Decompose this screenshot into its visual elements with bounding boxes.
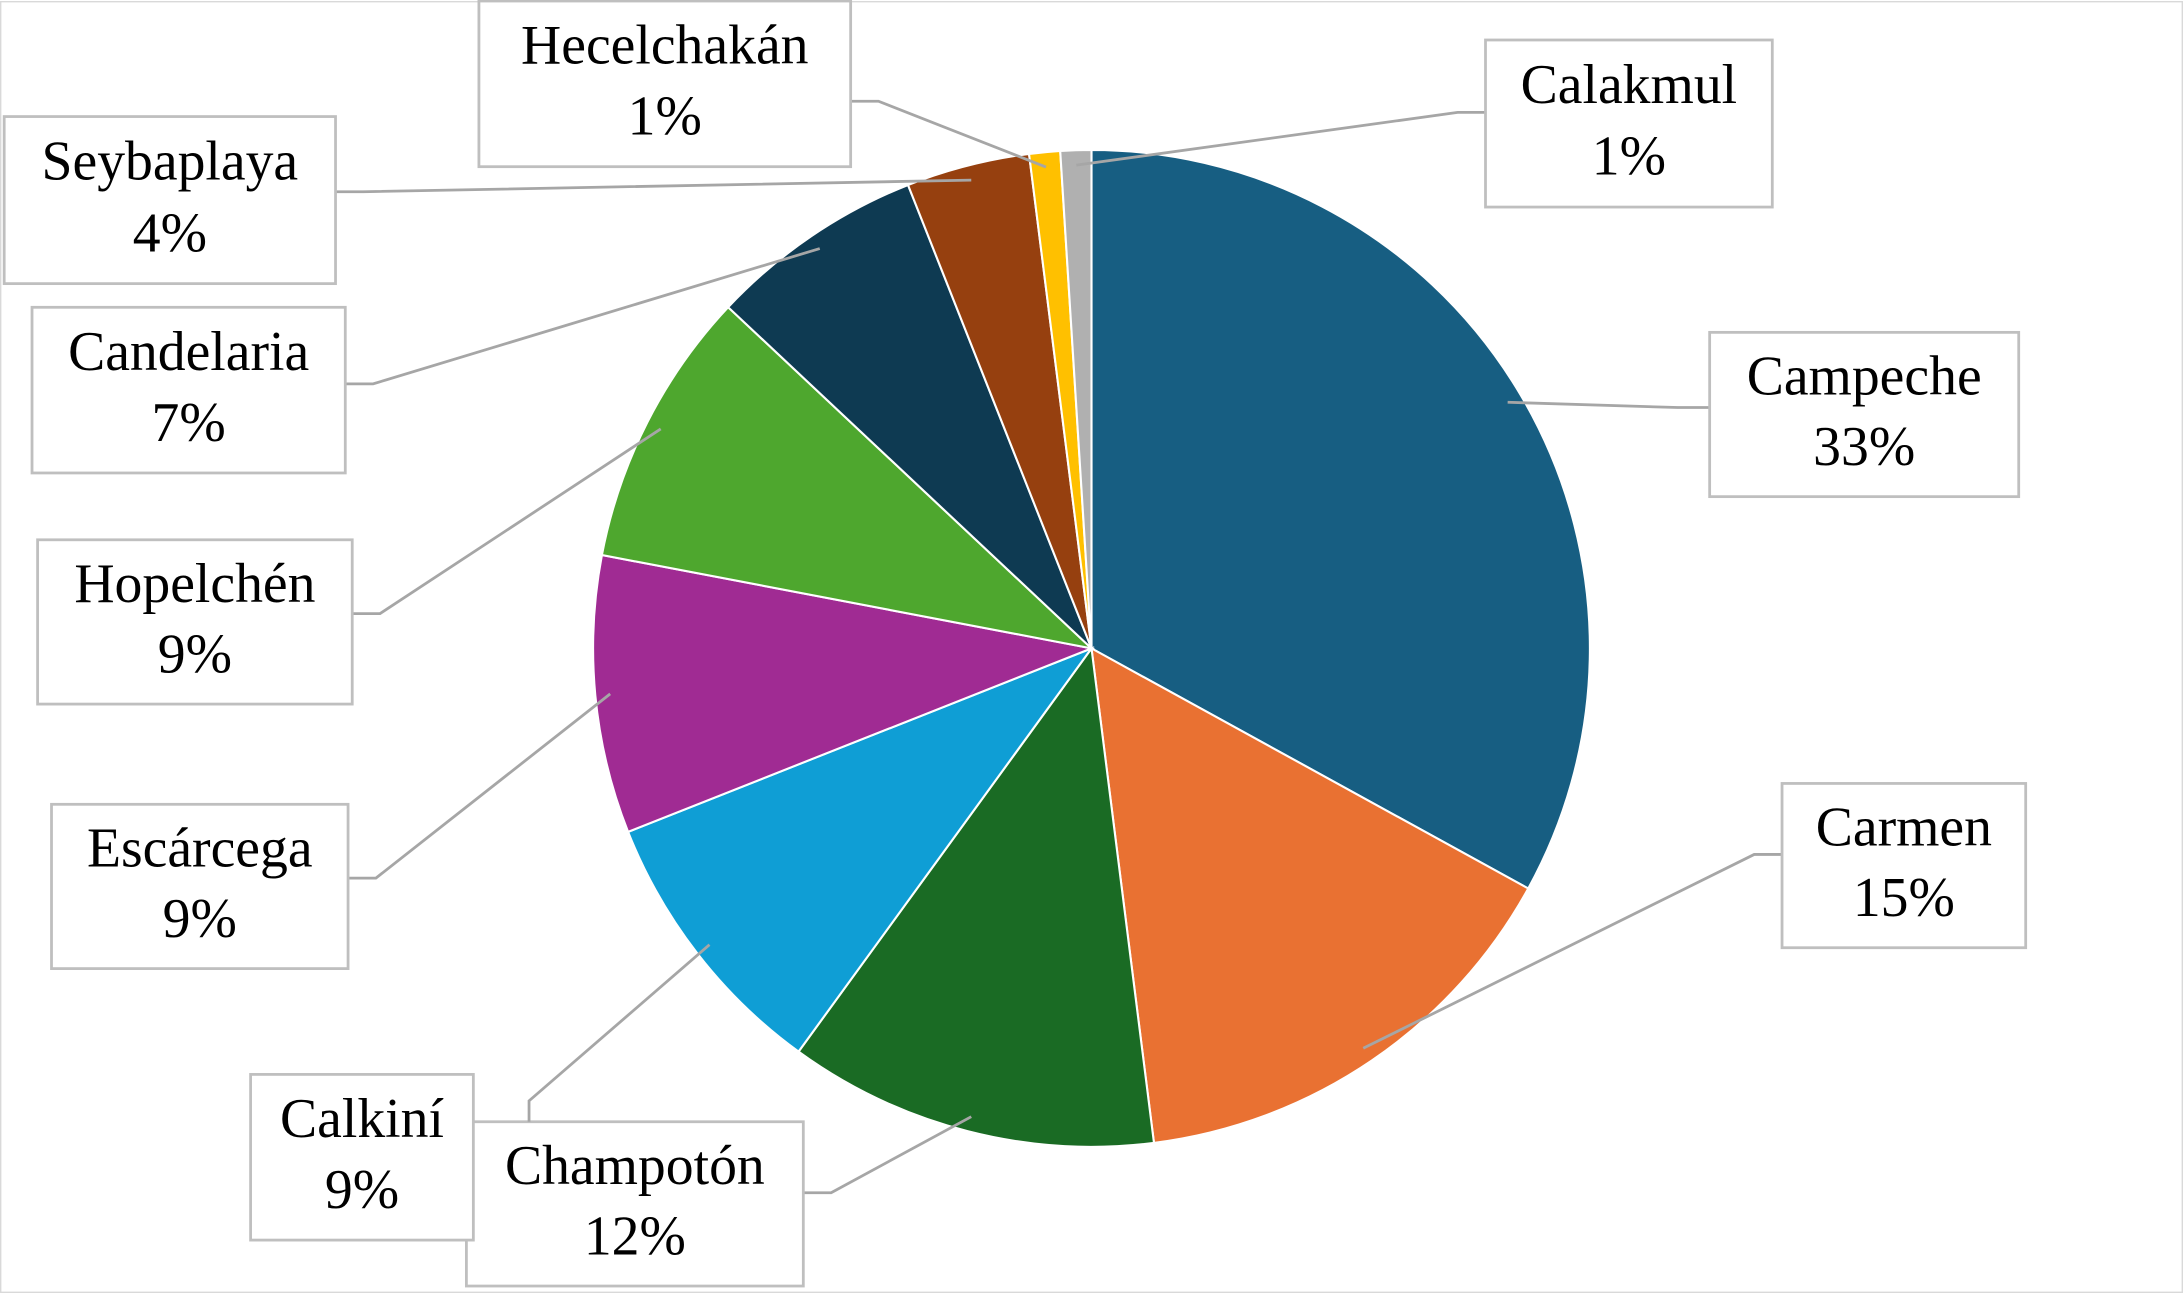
label-box bbox=[36, 538, 354, 706]
label-box bbox=[2, 115, 337, 286]
leader-line bbox=[348, 692, 612, 880]
pie bbox=[592, 148, 1591, 1148]
pie-slice bbox=[600, 305, 1095, 651]
data-labels: Campeche 33% Carmen 15% Champotón 12% Calkiní 9… bbox=[2, 0, 2028, 1288]
pie-slice bbox=[592, 553, 1096, 834]
label-value: 1% bbox=[1592, 126, 1666, 188]
pie-slice bbox=[1090, 148, 1591, 890]
label-value: 15% bbox=[1853, 867, 1955, 929]
label-box bbox=[1708, 330, 2021, 499]
pie-slice bbox=[726, 183, 1093, 650]
label-value: 4% bbox=[133, 202, 207, 264]
label-name: Calakmul bbox=[1521, 54, 1737, 116]
label-value: 9% bbox=[325, 1159, 399, 1221]
leader-line bbox=[1362, 853, 1783, 1050]
label-name: Seybaplaya bbox=[42, 130, 299, 192]
label-box bbox=[249, 1073, 475, 1242]
label-name: Hopelchén bbox=[74, 553, 315, 615]
label-name: Hecelchakán bbox=[521, 14, 808, 76]
label-value: 9% bbox=[158, 624, 232, 686]
pie-slice bbox=[1059, 148, 1093, 649]
label-name: Carmen bbox=[1816, 797, 1992, 859]
label-value: 1% bbox=[628, 86, 702, 148]
leader-line bbox=[345, 247, 821, 386]
label-box bbox=[50, 802, 350, 970]
pie-slice bbox=[797, 645, 1156, 1148]
label-value: 7% bbox=[152, 392, 226, 454]
leader-line bbox=[335, 178, 972, 194]
label-box bbox=[477, 0, 853, 169]
label-name: Escárcega bbox=[87, 817, 313, 879]
label-box bbox=[1780, 782, 2028, 950]
leader-line bbox=[527, 943, 711, 1122]
label-value: 33% bbox=[1813, 416, 1915, 478]
label-name: Calkiní bbox=[280, 1088, 444, 1150]
leader-line bbox=[352, 427, 662, 615]
leader-line bbox=[1507, 400, 1710, 409]
leader-line bbox=[1076, 110, 1486, 167]
label-box bbox=[465, 1120, 805, 1288]
label-box bbox=[30, 305, 347, 475]
label-value: 9% bbox=[163, 888, 237, 950]
label-name: Champotón bbox=[505, 1135, 765, 1197]
label-name: Candelaria bbox=[68, 321, 309, 383]
leader-line bbox=[850, 99, 1047, 169]
label-value: 12% bbox=[584, 1205, 686, 1267]
label-name: Campeche bbox=[1747, 345, 1982, 407]
leader-line bbox=[803, 1115, 972, 1195]
label-box bbox=[1484, 38, 1774, 209]
